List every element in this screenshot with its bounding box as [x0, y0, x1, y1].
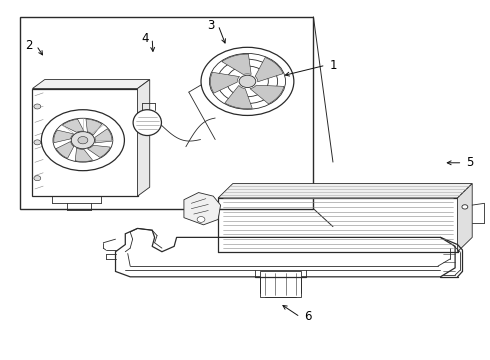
Circle shape: [71, 132, 95, 149]
Circle shape: [226, 66, 269, 97]
Polygon shape: [95, 129, 112, 143]
Polygon shape: [210, 72, 240, 93]
Polygon shape: [138, 80, 150, 196]
Polygon shape: [184, 193, 220, 225]
Bar: [20, 17, 314, 209]
Polygon shape: [56, 141, 74, 158]
Circle shape: [41, 110, 124, 171]
Circle shape: [217, 59, 278, 104]
Circle shape: [197, 217, 205, 222]
Text: 6: 6: [304, 310, 311, 324]
Ellipse shape: [133, 110, 161, 135]
Polygon shape: [218, 184, 472, 198]
Text: 2: 2: [25, 39, 33, 52]
Polygon shape: [86, 119, 102, 135]
Circle shape: [34, 176, 41, 181]
Text: 4: 4: [141, 32, 148, 45]
Polygon shape: [87, 145, 110, 157]
Polygon shape: [250, 85, 284, 104]
Circle shape: [209, 53, 286, 109]
Bar: [32, 89, 138, 196]
Circle shape: [34, 104, 41, 109]
Polygon shape: [458, 184, 472, 252]
Text: 1: 1: [329, 59, 337, 72]
Bar: [260, 271, 301, 297]
Circle shape: [239, 75, 256, 87]
Polygon shape: [222, 54, 251, 75]
Text: 3: 3: [207, 19, 215, 32]
Polygon shape: [54, 130, 74, 143]
Circle shape: [201, 47, 294, 116]
Circle shape: [462, 205, 468, 209]
Polygon shape: [62, 119, 84, 132]
Text: 5: 5: [466, 156, 473, 169]
Circle shape: [78, 136, 88, 144]
Polygon shape: [75, 148, 93, 162]
Polygon shape: [255, 58, 283, 82]
Polygon shape: [32, 80, 150, 89]
Polygon shape: [225, 85, 252, 109]
Circle shape: [34, 140, 41, 145]
Circle shape: [53, 118, 113, 162]
Polygon shape: [116, 228, 455, 277]
